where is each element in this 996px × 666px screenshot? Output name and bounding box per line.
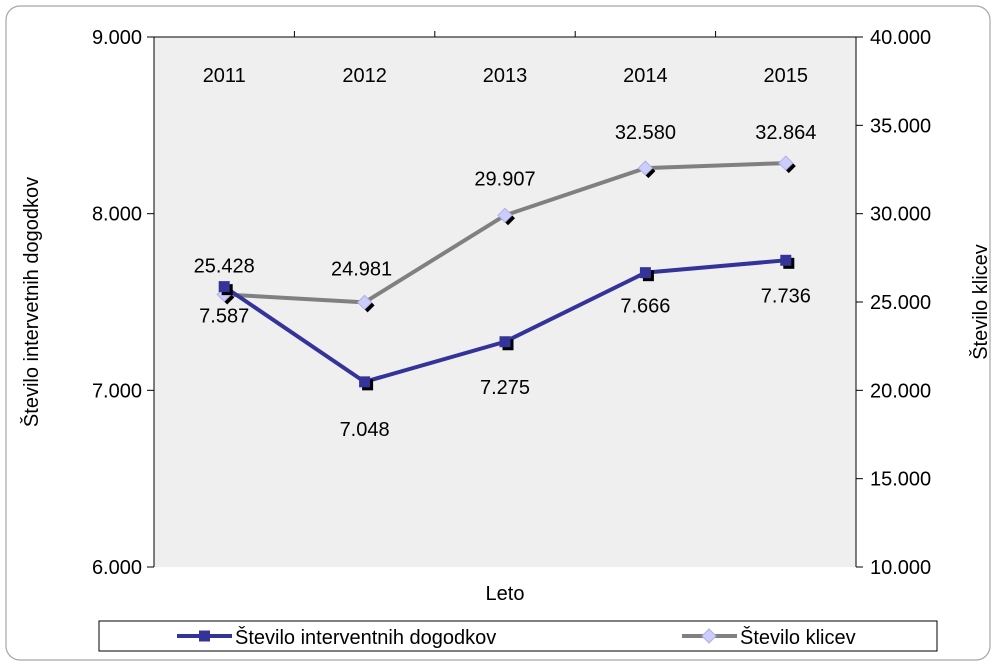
data-label-klicev: 32.864 (755, 122, 816, 144)
y-right-tick-label: 10.000 (870, 557, 931, 579)
data-label-dogodkov: 7.736 (761, 285, 811, 307)
y-right-tick-label: 15.000 (870, 469, 931, 491)
x-category-label: 2015 (764, 65, 809, 87)
marker-klicev (637, 160, 654, 176)
x-category-label: 2013 (483, 65, 528, 87)
y-left-tick-label: 7.000 (92, 380, 142, 402)
data-label-dogodkov: 7.666 (620, 296, 670, 318)
y-right-axis-title: Število klicev (969, 244, 992, 360)
marker-dogodkov (499, 336, 511, 348)
y-right-tick-label: 35.000 (870, 115, 931, 137)
y-right-tick-label: 30.000 (870, 204, 931, 226)
y-left-tick-label: 9.000 (92, 27, 142, 49)
y-left-tick-label: 6.000 (92, 557, 142, 579)
x-category-label: 2012 (342, 65, 387, 87)
marker-dogodkov (359, 376, 371, 388)
x-axis-title: Leto (486, 583, 525, 605)
marker-dogodkov (218, 281, 230, 293)
plot-area (154, 37, 856, 567)
y-right-tick-label: 20.000 (870, 380, 931, 402)
legend-box (98, 620, 938, 652)
legend-items (177, 628, 737, 644)
data-label-dogodkov: 7.275 (480, 377, 530, 399)
marker-klicev (356, 294, 373, 311)
y-right-tick-label: 40.000 (870, 27, 931, 49)
x-category-label: 2011 (203, 65, 246, 87)
marker-dogodkov (639, 267, 651, 279)
x-category-label: 2014 (623, 65, 668, 87)
marker-klicev (778, 155, 794, 171)
data-label-dogodkov: 7.048 (340, 419, 390, 441)
series-layer (216, 155, 796, 391)
data-label-klicev: 32.580 (615, 122, 676, 144)
legend-label-series-1: Število interventnih dogodkov (235, 626, 496, 649)
data-label-klicev: 25.428 (194, 255, 255, 277)
data-label-dogodkov: 7.587 (199, 306, 249, 328)
legend-marker-dogodkov (199, 630, 210, 642)
data-label-klicev: 29.907 (474, 168, 535, 190)
legend-label-series-2: Število klicev (740, 626, 856, 649)
legend: Število interventnih dogodkov Število kl… (98, 620, 938, 652)
y-right-tick-label: 25.000 (870, 292, 931, 314)
marker-klicev (497, 207, 513, 224)
axes: 6.000 7.000 8.000 9.000 10.000 15.000 20.000 25… (92, 27, 931, 579)
y-left-tick-label: 8.000 (92, 204, 142, 226)
labels-layer: 7.587 7.048 7.275 7.666 7.736 25.428 24.981 29.… (194, 122, 817, 441)
legend-marker-klicev (701, 628, 717, 644)
marker-dogodkov (780, 254, 792, 266)
data-label-klicev: 24.981 (331, 258, 392, 280)
y-left-axis-title: Število intervetnih dogodkov (20, 177, 43, 427)
